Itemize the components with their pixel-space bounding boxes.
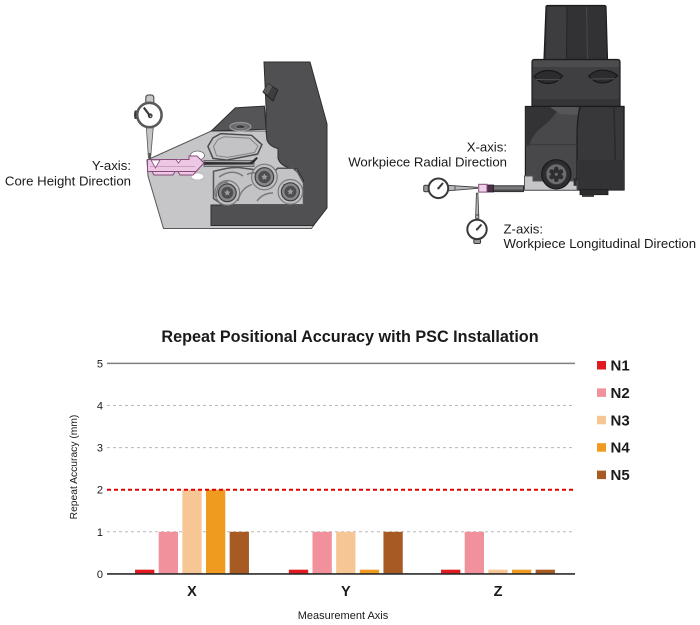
- svg-text:X-axis:: X-axis:: [467, 140, 507, 155]
- svg-text:5: 5: [97, 358, 103, 370]
- svg-text:Workpiece Longitudinal Directi: Workpiece Longitudinal Direction: [504, 236, 697, 251]
- svg-text:3: 3: [97, 443, 103, 455]
- svg-text:0: 0: [97, 569, 103, 581]
- svg-text:Repeat Positional Accuracy wit: Repeat Positional Accuracy with PSC Inst…: [161, 328, 538, 346]
- svg-text:N5: N5: [611, 467, 630, 484]
- svg-text:Repeat Accuracy (mm): Repeat Accuracy (mm): [69, 415, 80, 520]
- svg-text:Measurement Axis: Measurement Axis: [298, 610, 389, 622]
- svg-text:Z: Z: [494, 584, 503, 600]
- svg-text:Workpiece Radial Direction: Workpiece Radial Direction: [348, 154, 507, 169]
- svg-text:N3: N3: [611, 412, 630, 429]
- svg-text:N2: N2: [611, 385, 630, 402]
- svg-text:N1: N1: [611, 358, 630, 375]
- svg-text:X: X: [187, 584, 197, 600]
- svg-text:1: 1: [97, 527, 103, 539]
- svg-text:2: 2: [97, 485, 103, 497]
- svg-text:N4: N4: [611, 440, 631, 457]
- svg-text:Y: Y: [341, 584, 351, 600]
- svg-text:4: 4: [97, 401, 103, 413]
- svg-text:Z-axis:: Z-axis:: [504, 222, 544, 237]
- svg-text:Y-axis:: Y-axis:: [92, 158, 131, 173]
- svg-text:Core Height Direction: Core Height Direction: [5, 173, 131, 188]
